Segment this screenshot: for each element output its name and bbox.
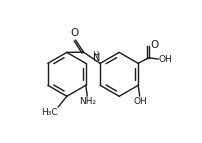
Text: OH: OH xyxy=(133,97,146,106)
Text: NH₂: NH₂ xyxy=(79,97,96,106)
Text: H: H xyxy=(92,51,98,60)
Text: H₃C: H₃C xyxy=(41,108,57,117)
Text: N: N xyxy=(92,53,99,63)
Text: O: O xyxy=(69,28,78,38)
Text: O: O xyxy=(149,40,157,50)
Text: OH: OH xyxy=(158,55,171,64)
